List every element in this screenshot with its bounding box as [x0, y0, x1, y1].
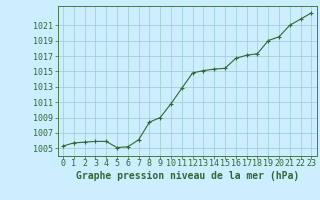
X-axis label: Graphe pression niveau de la mer (hPa): Graphe pression niveau de la mer (hPa) — [76, 171, 299, 181]
